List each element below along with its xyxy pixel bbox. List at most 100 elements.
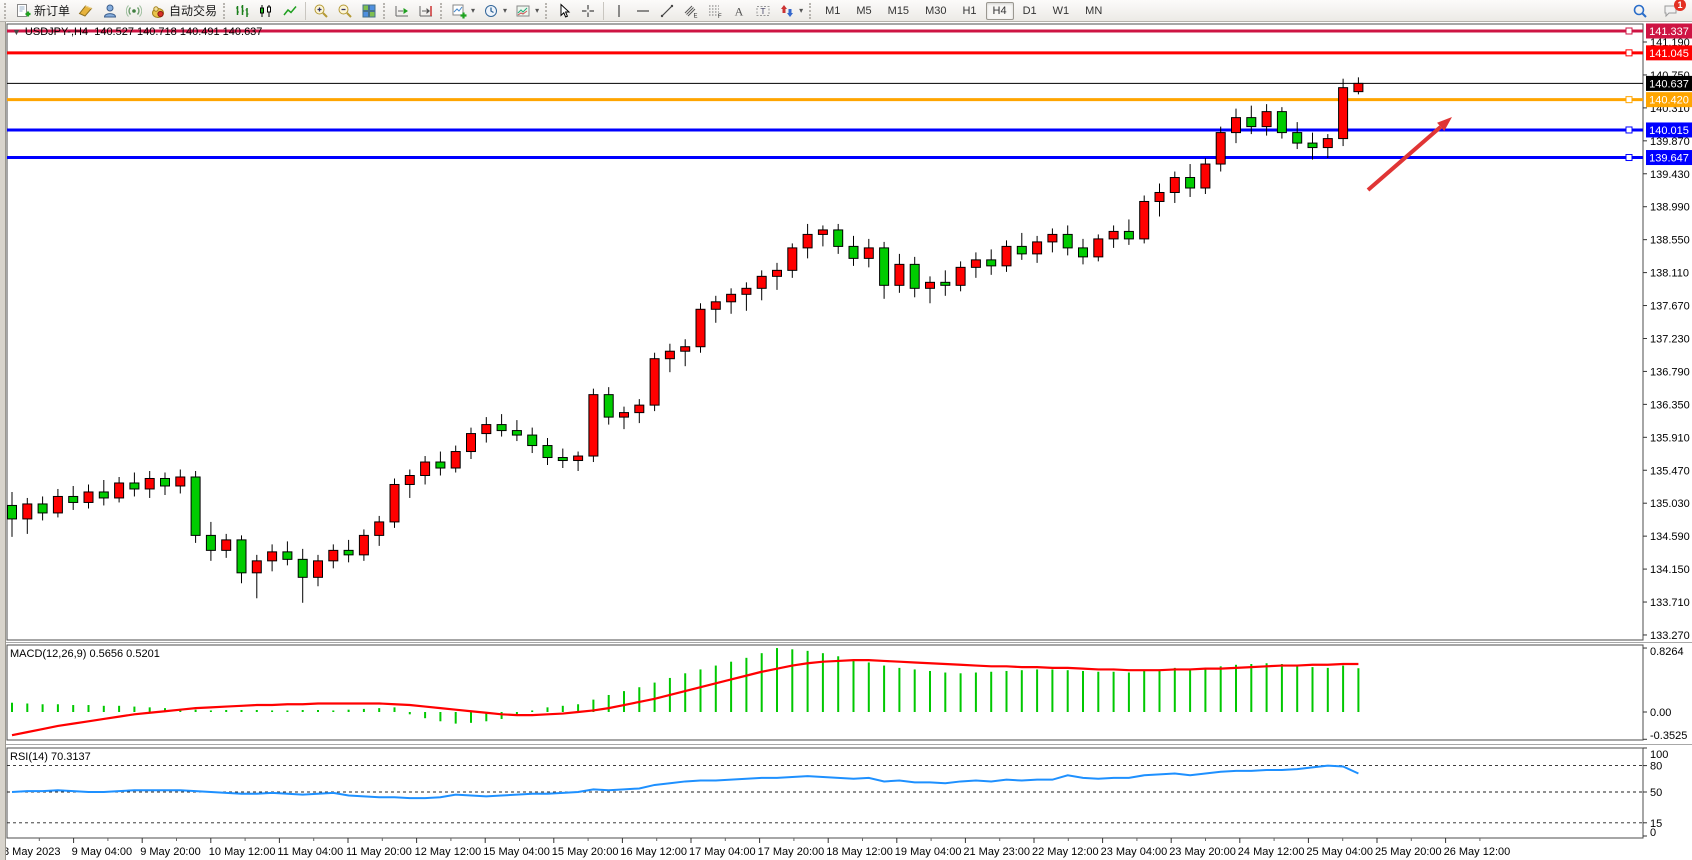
profile-button[interactable] <box>98 1 122 21</box>
toolbar-grip <box>545 2 549 19</box>
new-order-icon <box>15 3 31 19</box>
clock-icon <box>483 3 499 19</box>
svg-text:15 May 04:00: 15 May 04:00 <box>483 846 550 858</box>
chart-title-text: USDJPY-,H4 140.527 140.718 140.491 140.6… <box>24 26 263 38</box>
arrows-icon <box>779 3 795 19</box>
svg-text:50: 50 <box>1650 787 1662 799</box>
toolbar-grip <box>440 2 444 19</box>
left-splitter[interactable] <box>0 22 6 860</box>
auto-scroll-button[interactable] <box>390 1 414 21</box>
timeframe-m5-button[interactable]: M5 <box>849 2 878 20</box>
timeframe-group: M1 M5 M15 M30 H1 H4 D1 W1 MN <box>818 1 1109 20</box>
vertical-line-button[interactable] <box>607 1 631 21</box>
indicators-button[interactable]: ▾ <box>447 1 479 21</box>
svg-text:138.550: 138.550 <box>1650 235 1690 247</box>
search-button[interactable] <box>1628 1 1652 21</box>
trendline-icon <box>659 3 675 19</box>
timeframe-m1-button[interactable]: M1 <box>818 2 847 20</box>
text-label-button[interactable]: T <box>751 1 775 21</box>
signal-icon <box>126 3 143 19</box>
svg-text:139.430: 139.430 <box>1650 169 1690 181</box>
chevron-down-icon: ▾ <box>535 6 540 15</box>
zoom-in-button[interactable] <box>309 1 333 21</box>
svg-text:139.647: 139.647 <box>1649 153 1689 165</box>
svg-text:138.990: 138.990 <box>1650 202 1690 214</box>
svg-text:134.590: 134.590 <box>1650 531 1690 543</box>
templates-button[interactable]: ▾ <box>511 1 543 21</box>
svg-text:23 May 20:00: 23 May 20:00 <box>1169 846 1236 858</box>
signals-button[interactable] <box>122 1 146 21</box>
svg-text:137.670: 137.670 <box>1650 301 1690 313</box>
text-label-icon: T <box>755 3 771 19</box>
cursor-button[interactable] <box>552 1 576 21</box>
chart-shift-icon <box>418 3 434 19</box>
new-chart-button[interactable] <box>74 1 98 21</box>
toolbar: 新订单 自动交易 ▾ ▾ ▾ E F A T ▾ M1 M5 M15 M30 H1 H4 D… <box>0 0 1692 22</box>
cursor-icon <box>556 2 572 19</box>
line-chart-button[interactable] <box>278 1 302 21</box>
chart-canvas[interactable]: 141.190140.750140.310139.870139.430138.9… <box>0 22 1692 860</box>
svg-text:140.637: 140.637 <box>1649 78 1689 90</box>
svg-text:23 May 04:00: 23 May 04:00 <box>1101 846 1168 858</box>
one-click-trading-arrow-icon[interactable]: ▼ <box>12 27 21 37</box>
chevron-down-icon: ▾ <box>471 6 476 15</box>
timeframe-h1-button[interactable]: H1 <box>955 2 983 20</box>
autotrade-button[interactable]: 自动交易 <box>146 1 221 21</box>
svg-text:100: 100 <box>1650 749 1668 761</box>
horizontal-line-icon <box>635 3 651 19</box>
periods-button[interactable]: ▾ <box>479 1 511 21</box>
indicators-icon <box>451 3 467 19</box>
chart-title: ▼ USDJPY-,H4 140.527 140.718 140.491 140.… <box>12 26 262 38</box>
trendline-button[interactable] <box>655 1 679 21</box>
svg-text:141.045: 141.045 <box>1649 48 1689 60</box>
chart-shift-button[interactable] <box>414 1 438 21</box>
new-order-button[interactable]: 新订单 <box>11 1 74 21</box>
equidistant-channel-button[interactable]: E <box>679 1 703 21</box>
fibonacci-button[interactable]: F <box>703 1 727 21</box>
svg-text:135.910: 135.910 <box>1650 432 1690 444</box>
svg-text:15 May 20:00: 15 May 20:00 <box>552 846 619 858</box>
svg-text:E: E <box>694 13 698 19</box>
zoom-out-icon <box>337 3 353 19</box>
svg-text:11 May 20:00: 11 May 20:00 <box>346 846 412 858</box>
toolbar-separator <box>305 1 307 20</box>
svg-text:15: 15 <box>1650 818 1662 830</box>
svg-text:137.230: 137.230 <box>1650 333 1690 345</box>
zoom-out-button[interactable] <box>333 1 357 21</box>
tile-windows-button[interactable] <box>357 1 381 21</box>
svg-text:140.420: 140.420 <box>1649 95 1689 107</box>
bar-chart-icon <box>234 3 250 19</box>
timeframe-d1-button[interactable]: D1 <box>1016 2 1044 20</box>
svg-text:T: T <box>760 6 765 16</box>
svg-text:80: 80 <box>1650 761 1662 773</box>
horizontal-line-button[interactable] <box>631 1 655 21</box>
arrows-button[interactable]: ▾ <box>775 1 807 21</box>
timeframe-mn-button[interactable]: MN <box>1078 2 1109 20</box>
fibonacci-icon: F <box>707 3 723 19</box>
svg-text:12 May 12:00: 12 May 12:00 <box>415 846 482 858</box>
svg-text:17 May 04:00: 17 May 04:00 <box>689 846 756 858</box>
candlestick-icon <box>258 3 274 19</box>
svg-text:138.110: 138.110 <box>1650 268 1689 280</box>
candlestick-chart-button[interactable] <box>254 1 278 21</box>
timeframe-m30-button[interactable]: M30 <box>918 2 953 20</box>
timeframe-w1-button[interactable]: W1 <box>1046 2 1077 20</box>
svg-text:0.8264: 0.8264 <box>1650 646 1684 658</box>
chart-window: 141.190140.750140.310139.870139.430138.9… <box>0 22 1692 860</box>
svg-text:133.710: 133.710 <box>1650 597 1690 609</box>
svg-text:0: 0 <box>1650 827 1656 839</box>
svg-text:11 May 04:00: 11 May 04:00 <box>277 846 343 858</box>
macd-indicator-label: MACD(12,26,9) 0.5656 0.5201 <box>10 648 160 660</box>
timeframe-m15-button[interactable]: M15 <box>881 2 916 20</box>
equidistant-channel-icon: E <box>683 3 699 19</box>
crosshair-button[interactable] <box>576 1 600 21</box>
new-order-label: 新订单 <box>34 4 71 18</box>
vertical-line-icon <box>611 3 627 19</box>
search-icon <box>1632 3 1648 19</box>
bar-chart-button[interactable] <box>230 1 254 21</box>
text-button[interactable]: A <box>727 1 751 21</box>
timeframe-h4-button[interactable]: H4 <box>985 1 1014 20</box>
notifications-button[interactable]: 1 <box>1658 0 1686 21</box>
svg-text:140.015: 140.015 <box>1649 125 1689 137</box>
svg-text:141.337: 141.337 <box>1649 26 1689 38</box>
